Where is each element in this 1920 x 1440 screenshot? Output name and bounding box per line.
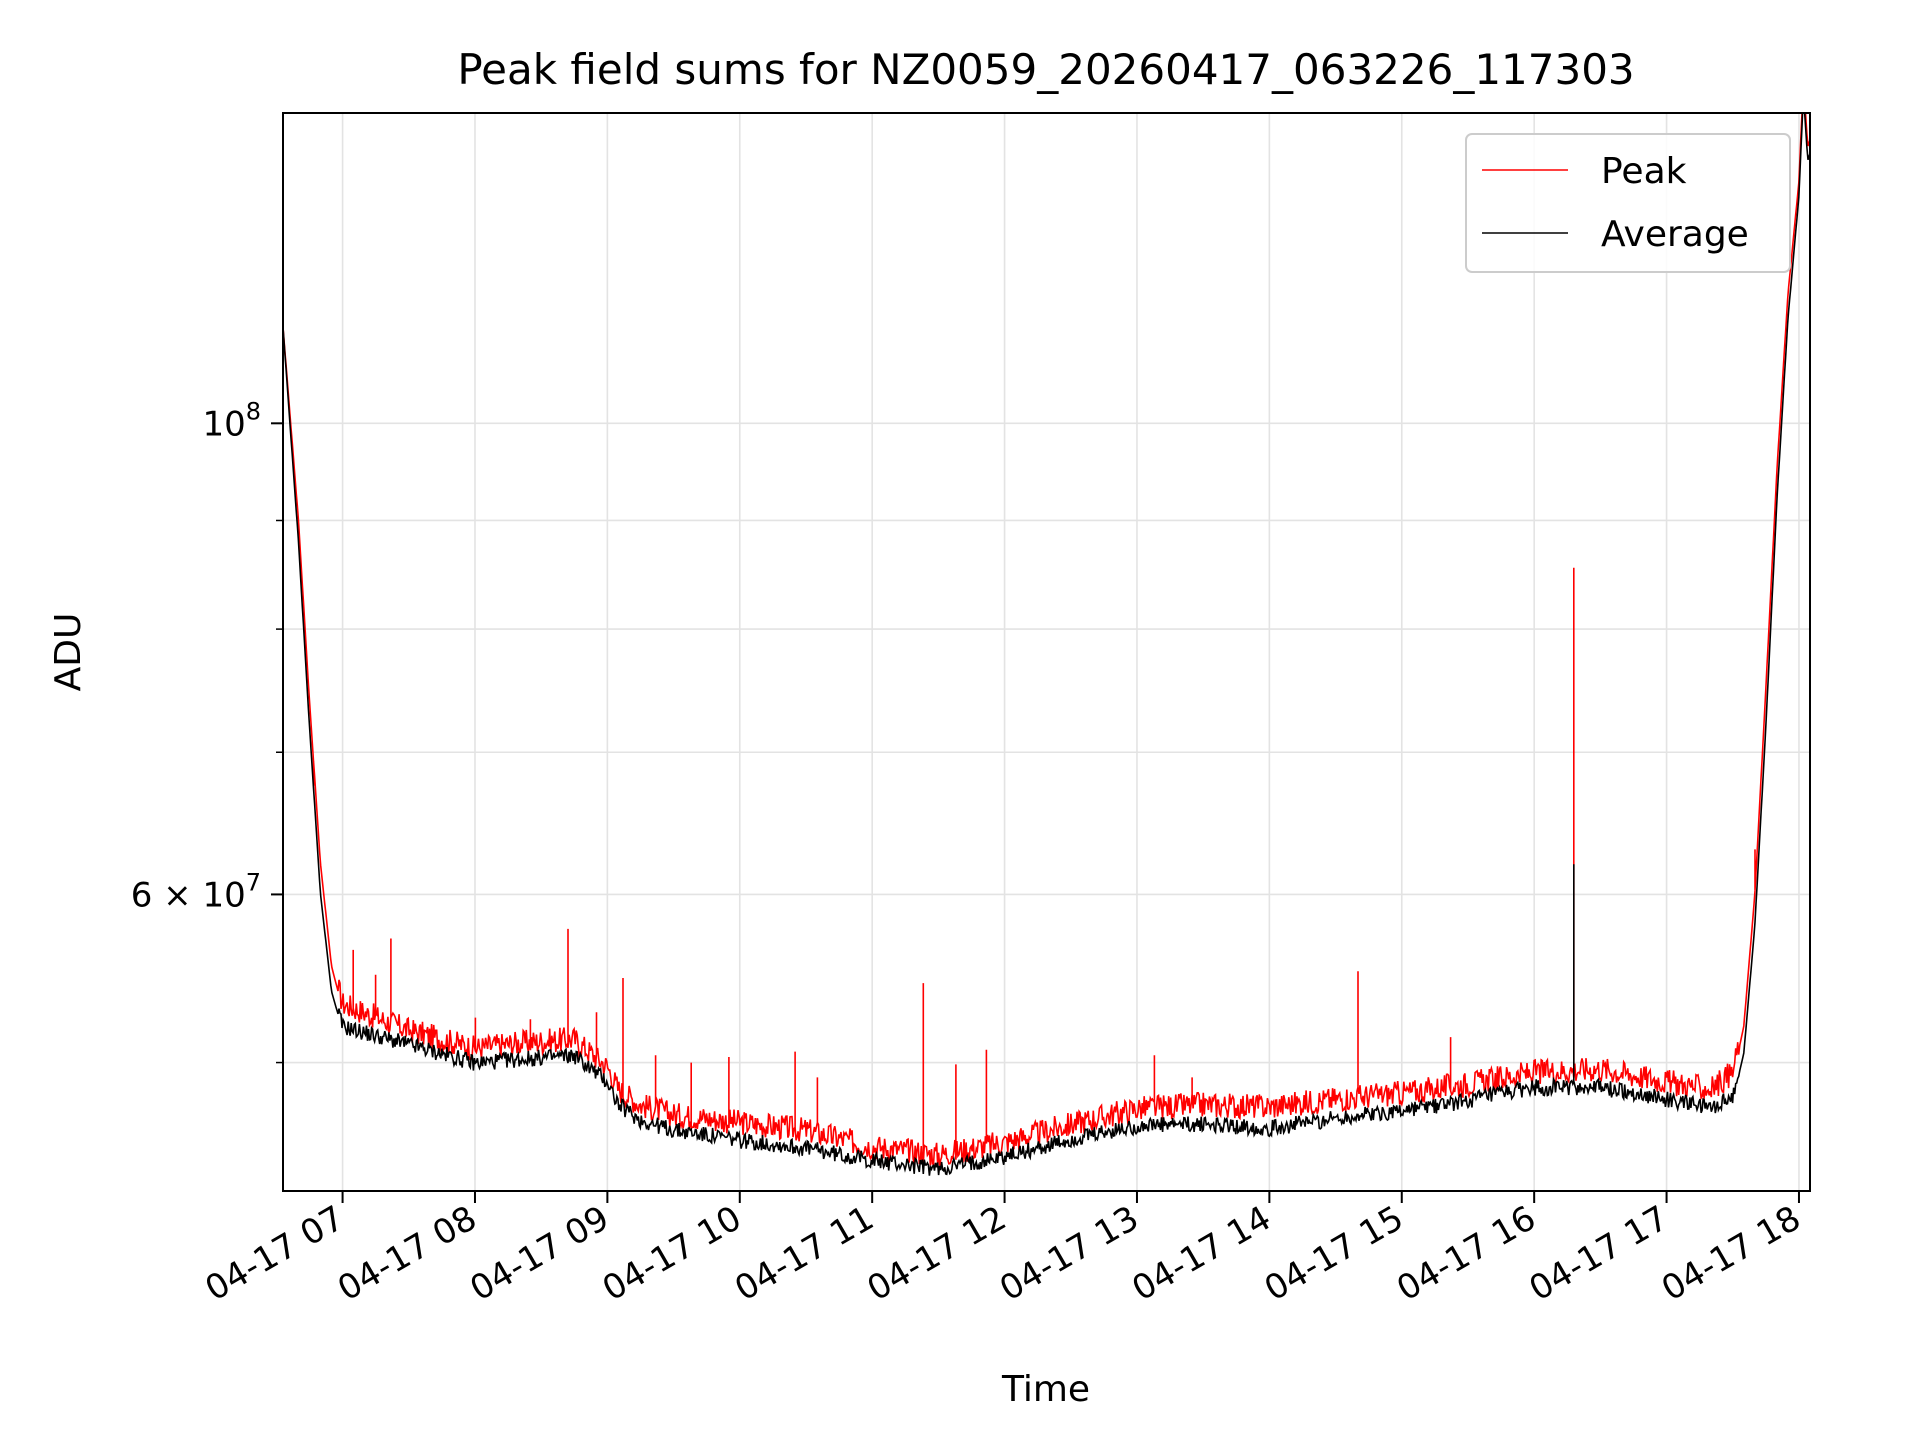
y-tick-label: 108 <box>202 397 261 444</box>
series-line-peak <box>283 113 1810 1167</box>
plot-area <box>283 113 1810 1176</box>
series-line-average <box>283 113 1810 1176</box>
legend-label-peak: Peak <box>1601 151 1687 192</box>
grid-lines <box>283 113 1810 1191</box>
legend-label-average: Average <box>1601 214 1749 255</box>
legend: Peak Average <box>1465 133 1791 273</box>
chart-title: Peak field sums for NZ0059_20260417_0632… <box>457 45 1634 94</box>
plot-frame <box>282 112 1811 1192</box>
y-tick-label-exponent: 8 <box>246 397 261 425</box>
y-tick-label-exponent: 7 <box>246 868 261 896</box>
y-tick-label-base: 6 × 10 <box>131 875 246 915</box>
x-axis-label: Time <box>1001 1369 1090 1410</box>
y-tick-label-base: 10 <box>202 404 245 444</box>
legend-box <box>1465 133 1791 273</box>
y-axis-label: ADU <box>48 613 89 692</box>
y-tick-label: 6 × 107 <box>131 868 261 915</box>
